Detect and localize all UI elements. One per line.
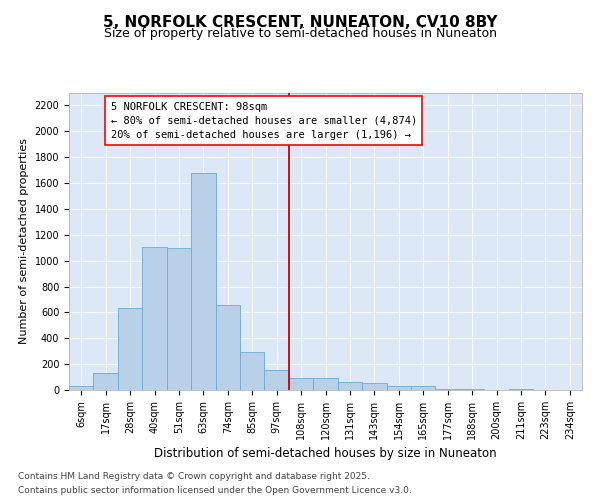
Bar [118,308,142,390]
Bar [69,386,94,390]
Bar [436,388,460,390]
Y-axis label: Number of semi-detached properties: Number of semi-detached properties [19,138,29,344]
Text: 5 NORFOLK CRESCENT: 98sqm
← 80% of semi-detached houses are smaller (4,874)
20% : 5 NORFOLK CRESCENT: 98sqm ← 80% of semi-… [110,102,417,140]
Bar [338,382,362,390]
Text: Contains HM Land Registry data © Crown copyright and database right 2025.: Contains HM Land Registry data © Crown c… [18,472,370,481]
Bar [460,389,484,390]
Bar [167,248,191,390]
Text: Contains public sector information licensed under the Open Government Licence v3: Contains public sector information licen… [18,486,412,495]
Bar [362,383,386,390]
Bar [289,378,313,390]
Bar [411,386,436,390]
Text: 5, NORFOLK CRESCENT, NUNEATON, CV10 8BY: 5, NORFOLK CRESCENT, NUNEATON, CV10 8BY [103,15,497,30]
Bar [142,247,167,390]
Bar [386,386,411,390]
Bar [215,304,240,390]
Bar [265,370,289,390]
Bar [94,373,118,390]
X-axis label: Distribution of semi-detached houses by size in Nuneaton: Distribution of semi-detached houses by … [154,448,497,460]
Bar [240,352,265,390]
Text: Size of property relative to semi-detached houses in Nuneaton: Size of property relative to semi-detach… [104,28,497,40]
Bar [191,172,215,390]
Bar [313,378,338,390]
